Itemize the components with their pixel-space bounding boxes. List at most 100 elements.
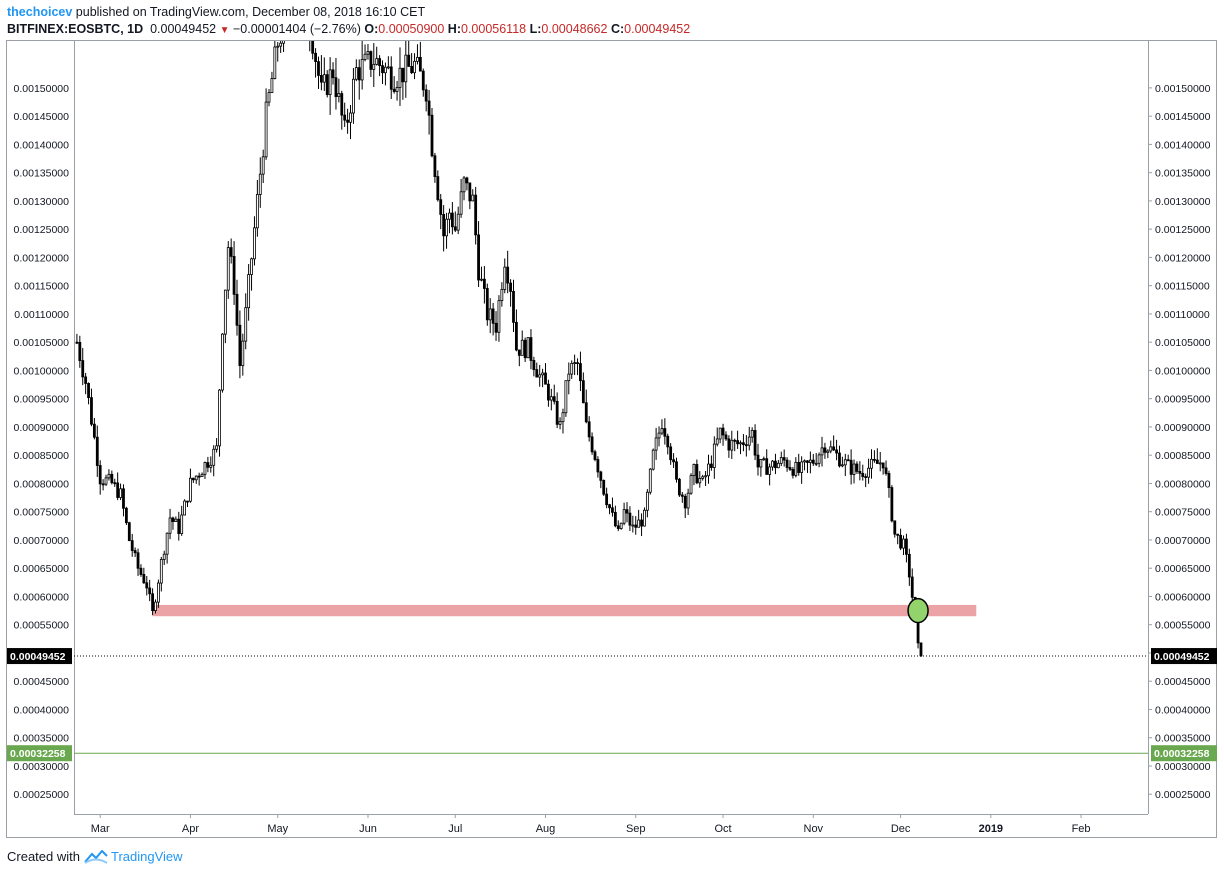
candle-body — [852, 463, 856, 475]
candle-body — [151, 593, 154, 612]
candle-body — [861, 472, 865, 477]
candle-body — [552, 396, 556, 402]
candle-body — [733, 439, 737, 442]
x-tick-label: Sep — [626, 823, 646, 835]
candle-body — [558, 421, 562, 425]
last-price: 0.00049452 — [150, 22, 217, 36]
candle-body — [282, 41, 285, 44]
candle-body — [608, 504, 611, 509]
y-tick-label-right: 0.00125000 — [1155, 224, 1211, 236]
candle-body — [78, 341, 82, 361]
high-label: H: — [447, 22, 461, 36]
candle-body — [742, 442, 745, 446]
price-change: −0.00001404 (−2.76%) — [233, 22, 361, 36]
candle-body — [584, 402, 588, 423]
candle-body — [206, 462, 210, 468]
candle-body — [794, 461, 798, 476]
candle-body — [381, 65, 384, 74]
candle-body — [186, 500, 189, 503]
candle-body — [730, 439, 734, 451]
y-tick-label-left: 0.00110000 — [14, 309, 69, 321]
candle-body — [637, 519, 641, 528]
candle-body — [867, 467, 870, 478]
y-tick-label-right: 0.00055000 — [1155, 620, 1211, 632]
candle-body — [823, 447, 827, 453]
candle-body — [613, 511, 617, 527]
candle-body — [899, 534, 903, 549]
marker-circle — [907, 597, 929, 624]
candle-body — [855, 463, 859, 472]
y-tick-label-left: 0.00130000 — [14, 196, 70, 208]
candle-body — [698, 478, 702, 484]
candle-body — [756, 454, 760, 468]
candle-body — [247, 274, 251, 309]
tradingview-link[interactable]: TradingView — [110, 849, 183, 864]
x-tick-label: Aug — [536, 823, 556, 835]
candle-body — [331, 69, 335, 79]
candle-body — [692, 464, 696, 477]
candle-body — [113, 482, 117, 485]
candle-body — [116, 482, 120, 498]
candle-body — [573, 362, 577, 365]
x-tick-label: Mar — [91, 823, 110, 835]
y-tick-label-left: 0.00030000 — [14, 761, 70, 773]
y-tick-label-left: 0.00095000 — [14, 394, 70, 406]
candle-body — [497, 300, 501, 333]
candle-body — [101, 483, 105, 486]
candle-body — [171, 517, 175, 522]
candle-body — [386, 66, 390, 69]
candle-body — [372, 63, 376, 70]
candle-body — [75, 341, 79, 344]
tradingview-logo-icon — [84, 849, 108, 864]
candle-body — [579, 363, 582, 382]
y-tick-label-right: 0.00070000 — [1155, 535, 1211, 547]
x-tick-label: Jul — [448, 823, 462, 835]
candle-body — [309, 26, 311, 32]
x-tick-label: May — [267, 823, 288, 835]
author-link[interactable]: thechoicev — [7, 5, 73, 19]
candle-body — [677, 478, 681, 496]
candle-body — [395, 86, 399, 92]
candle-body — [480, 278, 483, 281]
candle-body — [541, 372, 545, 376]
candle-body — [136, 552, 140, 569]
candle-body — [535, 369, 539, 378]
candle-body — [288, 8, 290, 13]
y-tick-label-left: 0.00090000 — [14, 422, 70, 434]
candle-body — [346, 119, 349, 123]
candle-body — [721, 427, 725, 436]
candle-body — [840, 464, 844, 467]
candle-body — [611, 507, 614, 513]
x-tick-label: Apr — [182, 823, 199, 835]
y-tick-label-left: 0.00115000 — [14, 281, 69, 293]
y-tick-label-left: 0.00135000 — [14, 168, 70, 180]
candle-body — [616, 525, 620, 529]
candle-body — [189, 477, 192, 502]
y-tick-label-right: 0.00145000 — [1155, 111, 1211, 123]
candle-body — [448, 212, 451, 220]
y-tick-label-left: 0.00055000 — [14, 620, 70, 632]
published-text: published on TradingView.com, December 0… — [75, 5, 426, 19]
candle-body — [800, 461, 804, 473]
candle-body — [311, 41, 315, 54]
target-tag-right-text: 0.00032258 — [1154, 748, 1210, 760]
candle-body — [675, 461, 678, 480]
candle-body — [392, 88, 396, 92]
low-label: L: — [529, 22, 542, 36]
candle-body — [133, 550, 137, 554]
candle-body — [485, 288, 489, 321]
candle-body — [704, 475, 707, 478]
candle-body — [317, 61, 320, 76]
candle-body — [910, 576, 914, 598]
candle-body — [439, 199, 443, 215]
candle-body — [689, 475, 693, 494]
candle-body — [768, 466, 772, 475]
candle-body — [209, 464, 213, 468]
candle-body — [838, 452, 841, 467]
candle-body — [474, 194, 478, 236]
candle-body — [95, 436, 99, 466]
candle-body — [628, 512, 632, 526]
ohlc-legend: BITFINEX:EOSBTC, 1D 0.00049452 ▼ −0.0000… — [7, 22, 690, 36]
x-tick-label: Feb — [1072, 823, 1091, 835]
